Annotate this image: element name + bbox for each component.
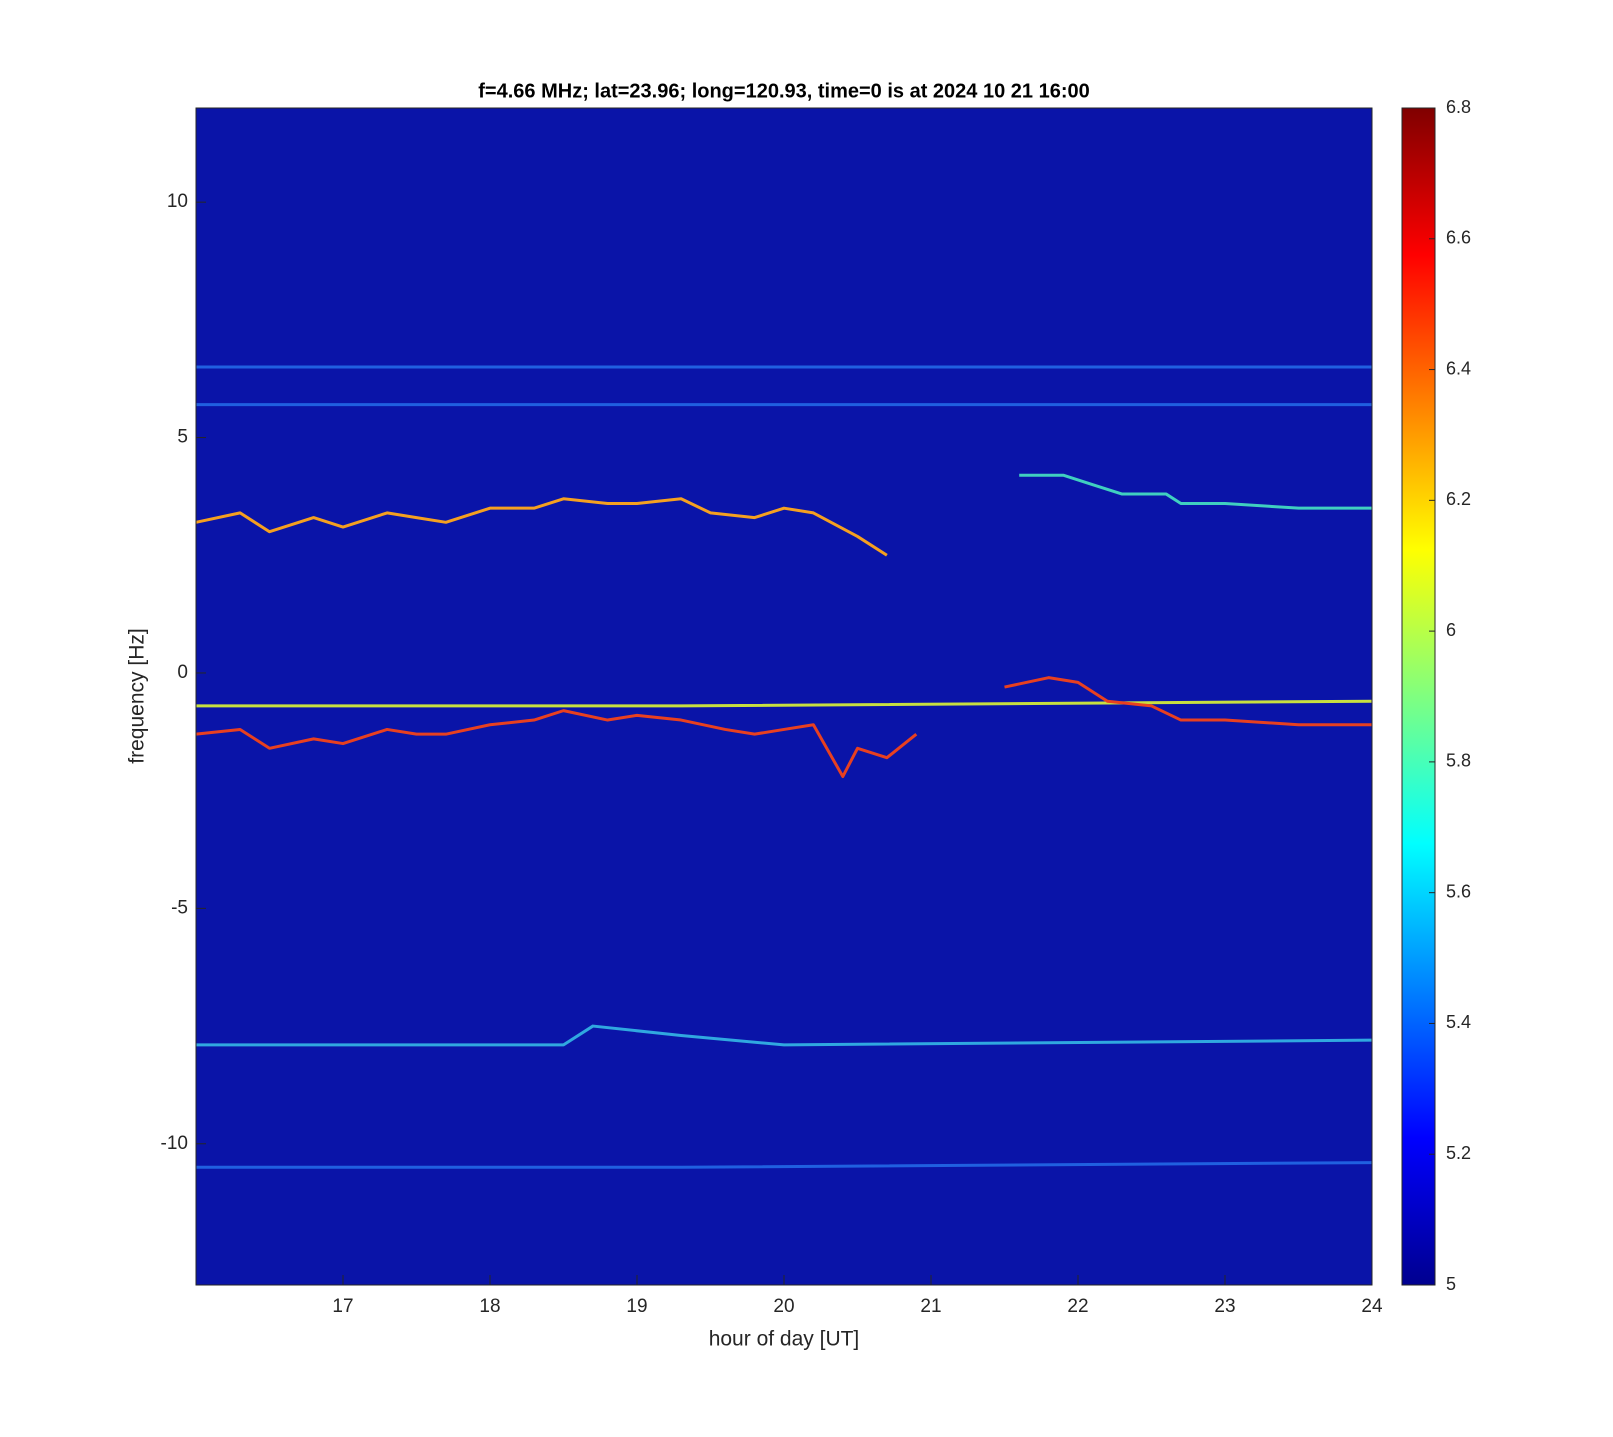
spectral-trace [195,709,918,779]
colorbar-tick-label: 6.8 [1446,97,1471,117]
x-tick-label: 22 [1067,1296,1088,1317]
y-axis-label: frequency [Hz] [126,628,149,763]
x-tick-label: 18 [479,1296,500,1317]
colorbar-tick-label: 6 [1446,620,1456,640]
colorbar-tick-label: 5.2 [1446,1143,1471,1163]
y-tick-label: 0 [177,662,188,683]
spectral-trace [196,1161,1373,1169]
x-tick-label: 24 [1361,1296,1383,1317]
x-tick-label: 23 [1214,1296,1235,1317]
x-tick-label: 21 [920,1296,941,1317]
colorbar-tick-label: 6.4 [1446,358,1471,378]
spectral-trace [1019,473,1372,510]
colorbar-tick-label: 5 [1446,1274,1456,1294]
x-tick-label: 20 [773,1296,794,1317]
spectral-trace [195,497,888,557]
y-tick-label: 5 [177,427,188,448]
colorbar-tick-label: 5.8 [1446,751,1471,771]
colorbar-tick-label: 5.4 [1446,1012,1471,1032]
colorbar-tick-label: 6.2 [1446,489,1471,509]
colorbar-tick-label: 5.6 [1446,881,1471,901]
y-tick-label: -5 [171,897,188,918]
x-axis-label: hour of day [UT] [709,1328,860,1351]
x-tick-label: 17 [332,1296,353,1317]
spectral-trace [1004,676,1372,727]
spectral-trace [196,1024,1373,1047]
plot-background [196,108,1372,1285]
spectral-trace [196,699,1373,708]
colorbar-tick-label: 6.6 [1446,228,1471,248]
chart-title: f=4.66 MHz; lat=23.96; long=120.93, time… [478,80,1089,102]
y-tick-label: -10 [161,1133,188,1154]
colorbar [1401,107,1436,1286]
x-tick-label: 19 [626,1296,647,1317]
y-tick-label: 10 [167,191,188,212]
